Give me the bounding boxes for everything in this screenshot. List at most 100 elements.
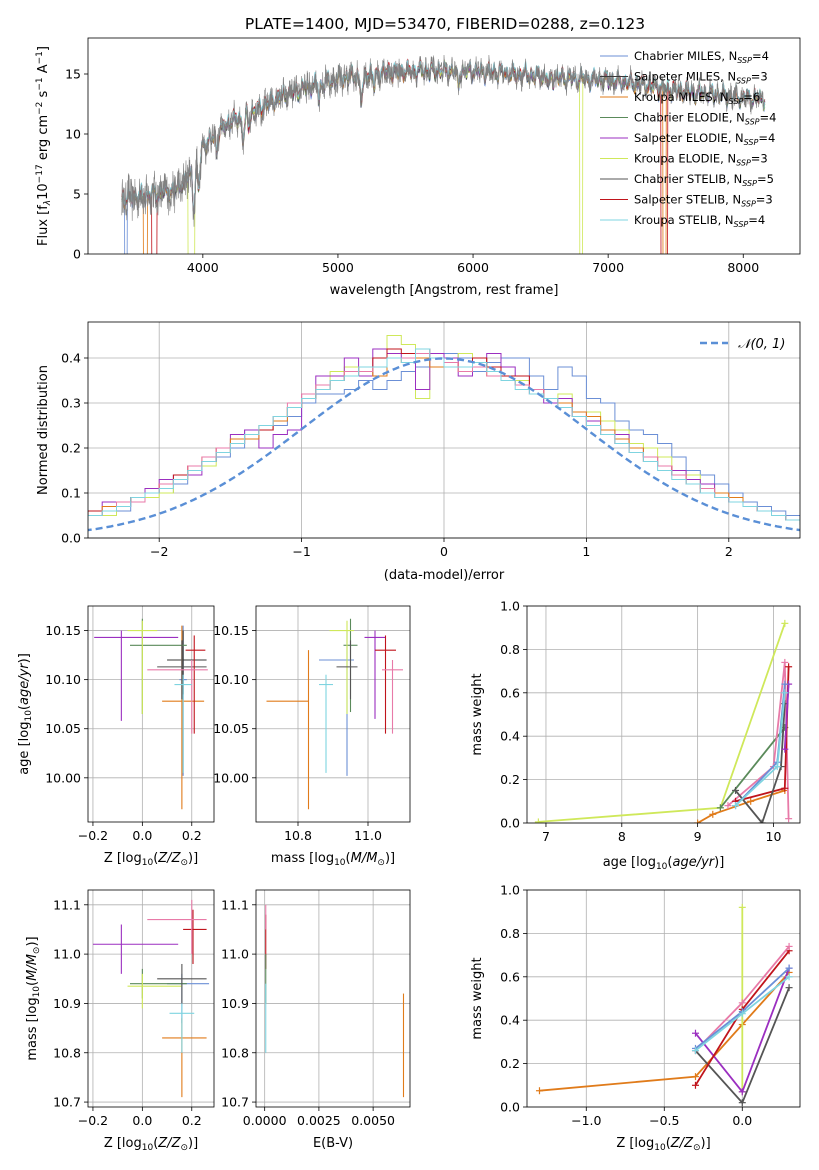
y-tick-label: 10.7 [221,1095,249,1110]
error-bar-point [127,620,158,714]
y-tick-label: 0.8 [500,642,520,657]
y-tick-label: 10.9 [53,996,81,1011]
figure-title: PLATE=1400, MJD=53470, FIBERID=0288, z=0… [245,15,645,33]
y-tick-label: 5 [73,187,81,202]
x-tick-label: 0 [440,544,448,559]
residual-histogram [88,335,800,525]
axes-frame [87,37,801,255]
error-bar-point [130,968,187,999]
chart-mass_vs_EBV: 0.0000 0.0025 0.0050 10.7 10.8 10.9 11.0 11.1 E(… [221,889,411,1151]
x-tick-label: −2 [150,544,168,559]
residual-histogram [88,357,800,521]
y-tick-label: 0.0 [500,816,520,831]
y-tick-label: 10.05 [45,721,81,736]
error-bar-point [92,924,179,974]
x-tick-label: 0.0050 [351,1113,395,1128]
residual-histogram [88,348,800,525]
chart-age_vs_mass: 10.8 11.0 10.00 10.05 10.10 10.15 mass [log10(… [213,605,411,868]
plot-area [265,904,405,1098]
x-axis-label: E(B-V) [313,1136,353,1151]
mass-weight-series [691,973,793,1055]
y-tick-label: 11.1 [53,897,81,912]
error-bar-point [167,973,210,1024]
y-tick-label: 0.2 [61,441,81,456]
error-bar-point [375,635,396,734]
x-tick-label: 10.8 [284,828,312,843]
y-tick-label: 10.00 [45,770,81,785]
error-bar-point [147,899,207,955]
y-tick-label: 0.6 [500,969,520,984]
y-tick-label: 10.8 [53,1045,81,1060]
y-tick-label: 0.6 [500,685,520,700]
y-tick-label: 0.2 [500,1056,520,1071]
x-axis-label: age [log10(age/yr)] [603,855,725,872]
legend-entry: Kroupa MILES, NSSP=6 [634,90,760,106]
error-bar-point [266,650,310,810]
x-tick-label: −0.5 [649,1113,679,1128]
x-tick-label: 1 [582,544,590,559]
y-tick-label: 0.4 [500,1013,520,1028]
normal-curve [88,357,800,532]
error-bar-point [147,660,208,734]
chart-mass_weight_vs_age: 7 8 9 10 0.0 0.2 0.4 0.6 0.8 1.0 age [log10(age/yr… [470,599,801,872]
x-tick-label: 0.2 [182,1113,202,1128]
legend-entry: Salpeter MILES, NSSP=3 [634,70,768,86]
legend-entry: Salpeter ELODIE, NSSP=4 [634,131,775,147]
legend-entry: Salpeter STELIB, NSSP=3 [634,193,773,209]
plot-area [88,335,800,532]
chart-spectrum: 4000 5000 6000 7000 8000 0 5 10 15 wavelength [An… [35,37,801,298]
plot-area [266,618,403,810]
x-tick-label: 9 [694,829,702,844]
error-bar-point [94,630,179,721]
plot-area [121,54,766,254]
residual-histogram [88,353,800,521]
y-tick-label: 1.0 [500,883,520,898]
error-bar-point [183,909,207,964]
x-tick-label: −1 [292,544,310,559]
y-tick-label: 0 [73,247,81,262]
y-tick-label: 0.4 [61,351,81,366]
x-tick-label: 7 [542,829,550,844]
y-tick-label: 10.00 [213,770,249,785]
x-tick-label: 2 [725,544,733,559]
axes-frame [87,889,215,1108]
chart-mass_weight_vs_Z: −1.0 −0.5 0.0 0.0 0.2 0.4 0.6 0.8 1.0 Z [log10(Z/… [470,883,801,1153]
x-tick-label: 0.2 [182,828,202,843]
x-axis-label: Z [log10(Z/Z⊙)] [104,1136,198,1153]
y-tick-label: 10.9 [221,996,249,1011]
legend-entry: Chabrier MILES, NSSP=4 [634,49,769,65]
error-bar-point [336,640,358,700]
y-tick-label: 11.0 [53,947,81,962]
axes-frame [87,321,801,539]
error-bar-point [162,1018,207,1098]
x-tick-label: 4000 [187,260,219,275]
error-bar-point [319,630,354,776]
residual-histogram [88,353,800,521]
x-tick-label: 11.0 [354,828,382,843]
y-axis-label: Flux [fλ10−17 erg cm−2 s−1 A−1] [35,46,53,246]
x-tick-label: −0.2 [78,1113,108,1128]
y-tick-label: 10.7 [53,1095,81,1110]
x-tick-label: 7000 [592,260,624,275]
y-axis-label: mass weight [470,673,485,755]
error-bar-point [169,1003,195,1053]
plot-area [92,899,210,1098]
axes-frame [255,889,411,1108]
error-bar-point [319,674,333,773]
spectrum-legend: Chabrier MILES, NSSP=4 Salpeter MILES, NS… [600,49,776,229]
y-tick-label: 11.1 [221,897,249,912]
y-tick-label: 10.10 [213,672,249,687]
x-axis-label: Z [log10(Z/Z⊙)] [104,851,198,868]
x-tick-label: −0.2 [78,828,108,843]
plot-area [94,618,208,810]
y-tick-label: 10.8 [221,1045,249,1060]
mass-weight-series [732,689,789,810]
x-tick-label: 0.0 [132,1113,152,1128]
error-bar-point [127,973,182,1009]
x-tick-label: 0.0000 [243,1113,287,1128]
x-tick-label: 8 [618,829,626,844]
error-bar-point [174,674,192,773]
y-axis-label: mass [log10(M/M⊙)] [25,936,42,1060]
legend-entry: Chabrier ELODIE, NSSP=4 [634,111,776,127]
